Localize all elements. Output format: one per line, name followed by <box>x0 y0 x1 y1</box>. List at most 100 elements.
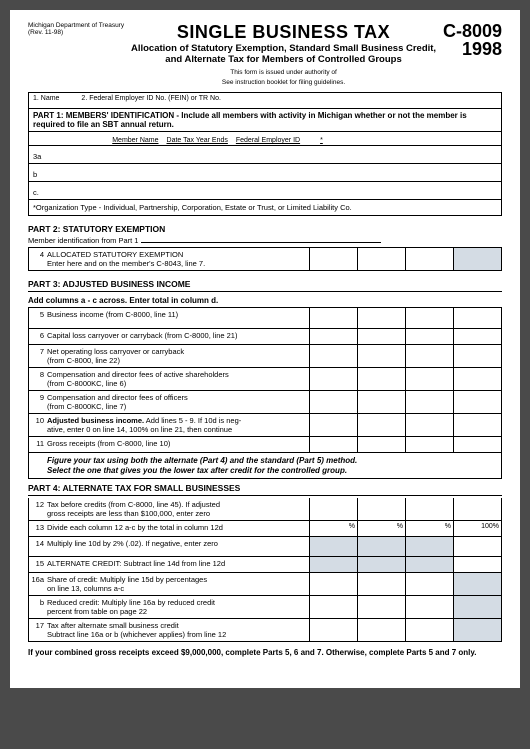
num-7: 7 <box>29 345 47 367</box>
num-16a: 16a <box>29 573 47 595</box>
part2-grid: 4 ALLOCATED STATUTORY EXEMPTION Enter he… <box>28 247 502 271</box>
val-9b[interactable] <box>357 391 405 413</box>
num-17: 17 <box>29 619 47 641</box>
line-4: 4 ALLOCATED STATUTORY EXEMPTION Enter he… <box>29 248 501 270</box>
title-block: SINGLE BUSINESS TAX Allocation of Statut… <box>124 22 443 86</box>
label-c: c. <box>29 186 53 199</box>
val-17a[interactable] <box>309 619 357 641</box>
val-13c[interactable]: % <box>405 521 453 536</box>
val-14d[interactable] <box>453 537 501 556</box>
val-6c[interactable] <box>405 329 453 344</box>
val-10d[interactable] <box>453 414 501 436</box>
desc-11: Gross receipts (from C-8000, line 10) <box>47 437 309 452</box>
desc-4: ALLOCATED STATUTORY EXEMPTION Enter here… <box>47 248 309 270</box>
val-12c[interactable] <box>405 498 453 520</box>
val-8a[interactable] <box>309 368 357 390</box>
val-6b[interactable] <box>357 329 405 344</box>
val-4c[interactable] <box>405 248 453 270</box>
line-10: 10 Adjusted business income. Add lines 5… <box>29 413 501 436</box>
title-note1: This form is issued under authority of <box>124 69 443 76</box>
val-17c[interactable] <box>405 619 453 641</box>
val-8c[interactable] <box>405 368 453 390</box>
form-code: C-8009 <box>443 22 502 40</box>
val-16ba[interactable] <box>309 596 357 618</box>
desc-7: Net operating loss carryover or carrybac… <box>47 345 309 367</box>
val-16aa[interactable] <box>309 573 357 595</box>
val-16ab[interactable] <box>357 573 405 595</box>
val-11d[interactable] <box>453 437 501 452</box>
val-7c[interactable] <box>405 345 453 367</box>
num-16b: b <box>29 596 47 618</box>
figure-note: Figure your tax using both the alternate… <box>29 452 501 478</box>
num-13: 13 <box>29 521 47 536</box>
val-14c <box>405 537 453 556</box>
part3-add-note: Add columns a - c across. Enter total in… <box>28 296 502 305</box>
val-9d[interactable] <box>453 391 501 413</box>
title-sub: Allocation of Statutory Exemption, Stand… <box>124 44 443 66</box>
name-fein-row: 1. Name 2. Federal Employer ID No. (FEIN… <box>29 93 501 109</box>
val-4b[interactable] <box>357 248 405 270</box>
val-9c[interactable] <box>405 391 453 413</box>
col-fein: Federal Employer ID <box>236 137 300 144</box>
val-7a[interactable] <box>309 345 357 367</box>
col-date: Date Tax Year Ends <box>167 137 228 144</box>
member-header-row: Member Name Date Tax Year Ends Federal E… <box>29 132 501 146</box>
val-10c[interactable] <box>405 414 453 436</box>
val-13b[interactable]: % <box>357 521 405 536</box>
part2-mem-id: Member identification from Part 1 <box>28 236 502 245</box>
line-7: 7 Net operating loss carryover or carryb… <box>29 344 501 367</box>
part4-header: PART 4: ALTERNATE TAX FOR SMALL BUSINESS… <box>28 483 502 496</box>
val-5d[interactable] <box>453 308 501 328</box>
val-11a[interactable] <box>309 437 357 452</box>
line-14: 14 Multiply line 10d by 2% (.02). If neg… <box>29 536 501 556</box>
val-16bd <box>453 596 501 618</box>
val-5c[interactable] <box>405 308 453 328</box>
val-7b[interactable] <box>357 345 405 367</box>
val-5b[interactable] <box>357 308 405 328</box>
val-14b <box>357 537 405 556</box>
val-10a[interactable] <box>309 414 357 436</box>
num-10: 10 <box>29 414 47 436</box>
part1-header: PART 1: MEMBERS' IDENTIFICATION - Includ… <box>29 109 501 132</box>
val-12d[interactable] <box>453 498 501 520</box>
val-14a <box>309 537 357 556</box>
form-year: 1998 <box>443 40 502 58</box>
num-11: 11 <box>29 437 47 452</box>
val-9a[interactable] <box>309 391 357 413</box>
line-11: 11 Gross receipts (from C-8000, line 10) <box>29 436 501 452</box>
val-10b[interactable] <box>357 414 405 436</box>
val-16bb[interactable] <box>357 596 405 618</box>
desc-6: Capital loss carryover or carryback (fro… <box>47 329 309 344</box>
val-8b[interactable] <box>357 368 405 390</box>
val-13a[interactable]: % <box>309 521 357 536</box>
part3-header: PART 3: ADJUSTED BUSINESS INCOME <box>28 279 502 292</box>
val-8d[interactable] <box>453 368 501 390</box>
val-16ac[interactable] <box>405 573 453 595</box>
val-12b[interactable] <box>357 498 405 520</box>
val-15d[interactable] <box>453 557 501 572</box>
line-17: 17 Tax after alternate small business cr… <box>29 618 501 641</box>
val-16bc[interactable] <box>405 596 453 618</box>
val-7d[interactable] <box>453 345 501 367</box>
form-code-block: C-8009 1998 <box>443 22 502 58</box>
num-6: 6 <box>29 329 47 344</box>
field-2-label: 2. Federal Employer ID No. (FEIN) or TR … <box>81 95 221 102</box>
title-note2: See instruction booklet for filing guide… <box>124 79 443 86</box>
org-type-note: *Organization Type - Individual, Partner… <box>29 200 501 215</box>
val-6a[interactable] <box>309 329 357 344</box>
val-4a[interactable] <box>309 248 357 270</box>
desc-8: Compensation and director fees of active… <box>47 368 309 390</box>
num-8: 8 <box>29 368 47 390</box>
dept-name: Michigan Department of Treasury <box>28 22 124 29</box>
line-16b: b Reduced credit: Multiply line 16a by r… <box>29 595 501 618</box>
val-17b[interactable] <box>357 619 405 641</box>
val-11c[interactable] <box>405 437 453 452</box>
val-11b[interactable] <box>357 437 405 452</box>
val-12a[interactable] <box>309 498 357 520</box>
val-15a <box>309 557 357 572</box>
header: Michigan Department of Treasury (Rev. 11… <box>28 22 502 86</box>
label-b: b <box>29 168 53 181</box>
val-5a[interactable] <box>309 308 357 328</box>
val-6d[interactable] <box>453 329 501 344</box>
line-8: 8 Compensation and director fees of acti… <box>29 367 501 390</box>
